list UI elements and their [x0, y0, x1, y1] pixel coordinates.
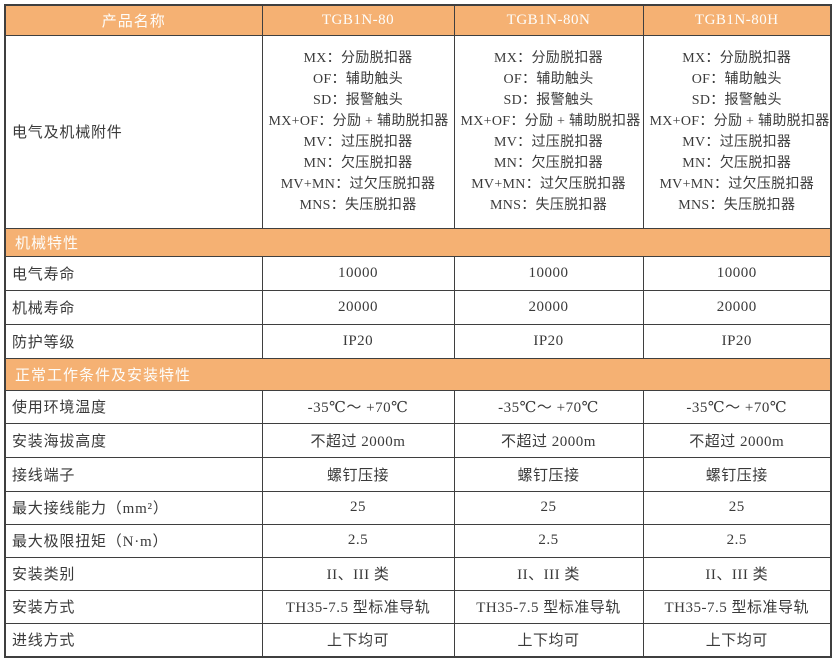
row-label: 安装海拔高度	[4, 422, 263, 458]
table-row: 最大极限扭矩（N·m） 2.5 2.5 2.5	[4, 523, 832, 558]
attachments-cell: MX：分励脱扣器 OF：辅助触头 SD：报警触头 MX+OF：分励 + 辅助脱扣…	[261, 34, 455, 229]
section-band-row: 正常工作条件及安装特性	[4, 357, 832, 391]
table-row: 接线端子 螺钉压接 螺钉压接 螺钉压接	[4, 456, 832, 492]
value-cell: 不超过 2000m	[453, 422, 644, 458]
row-label: 安装类别	[4, 556, 263, 591]
value-cell: TH35-7.5 型标准导轨	[261, 589, 455, 624]
attachment-line: MX+OF：分励 + 辅助脱扣器	[460, 113, 641, 129]
attachments-row: 电气及机械附件 MX：分励脱扣器 OF：辅助触头 SD：报警触头 MX+OF：分…	[4, 34, 832, 229]
attachment-line: SD：报警触头	[503, 92, 594, 108]
value-cell: 2.5	[261, 523, 455, 558]
table-row: 安装海拔高度 不超过 2000m 不超过 2000m 不超过 2000m	[4, 422, 832, 458]
attachment-line: OF：辅助触头	[503, 71, 594, 87]
table-row: 安装方式 TH35-7.5 型标准导轨 TH35-7.5 型标准导轨 TH35-…	[4, 589, 832, 624]
row-label: 最大接线能力（mm²）	[4, 490, 263, 525]
product-column-header: TGB1N-80N	[453, 4, 644, 36]
value-cell: -35℃～ +70℃	[261, 389, 455, 424]
value-cell: 10000	[642, 255, 832, 291]
value-cell: IP20	[642, 323, 832, 359]
value-cell: IP20	[453, 323, 644, 359]
value-cell: TH35-7.5 型标准导轨	[453, 589, 644, 624]
table-row: 防护等级 IP20 IP20 IP20	[4, 323, 832, 359]
attachment-line: OF：辅助触头	[691, 71, 782, 87]
attachment-line: MX+OF：分励 + 辅助脱扣器	[649, 113, 830, 129]
value-cell: 螺钉压接	[642, 456, 832, 492]
product-column-header: TGB1N-80H	[642, 4, 832, 36]
table-row: 电气寿命 10000 10000 10000	[4, 255, 832, 291]
section-title: 机械特性	[4, 227, 832, 257]
header-row: 产品名称 TGB1N-80 TGB1N-80N TGB1N-80H	[4, 4, 832, 36]
value-cell: 上下均可	[453, 622, 644, 658]
row-label: 安装方式	[4, 589, 263, 624]
attachment-line: MX：分励脱扣器	[494, 50, 603, 66]
attachment-line: SD：报警触头	[691, 92, 782, 108]
attachment-line: MX：分励脱扣器	[682, 50, 792, 66]
table-row: 进线方式 上下均可 上下均可 上下均可	[4, 622, 832, 658]
attachment-line: OF：辅助触头	[313, 71, 403, 87]
attachments-cell: MX：分励脱扣器 OF：辅助触头 SD：报警触头 MX+OF：分励 + 辅助脱扣…	[453, 34, 644, 229]
attachment-line: MV：过压脱扣器	[303, 134, 413, 150]
table-row: 安装类别 II、III 类 II、III 类 II、III 类	[4, 556, 832, 591]
value-cell: 不超过 2000m	[261, 422, 455, 458]
attachment-line: SD：报警触头	[313, 92, 403, 108]
attachment-line: MNS：失压脱扣器	[489, 197, 608, 213]
value-cell: 20000	[453, 289, 644, 325]
attachment-line: MX+OF：分励 + 辅助脱扣器	[268, 113, 449, 129]
row-label: 防护等级	[4, 323, 263, 359]
attachments-cell: MX：分励脱扣器 OF：辅助触头 SD：报警触头 MX+OF：分励 + 辅助脱扣…	[642, 34, 832, 229]
attachment-line: MN：欠压脱扣器	[682, 155, 792, 171]
row-label: 机械寿命	[4, 289, 263, 325]
value-cell: II、III 类	[453, 556, 644, 591]
product-column-header: TGB1N-80	[261, 4, 455, 36]
value-cell: 20000	[642, 289, 832, 325]
value-cell: 上下均可	[261, 622, 455, 658]
value-cell: 10000	[261, 255, 455, 291]
value-cell: 20000	[261, 289, 455, 325]
section-title: 正常工作条件及安装特性	[4, 357, 832, 391]
section-band-row: 机械特性	[4, 227, 832, 257]
value-cell: 螺钉压接	[453, 456, 644, 492]
attachment-line: MV+MN：过欠压脱扣器	[471, 176, 626, 192]
attachment-line: MNS：失压脱扣器	[299, 197, 417, 213]
attachment-line: MV：过压脱扣器	[682, 134, 792, 150]
value-cell: 25	[261, 490, 455, 525]
row-label: 电气寿命	[4, 255, 263, 291]
value-cell: II、III 类	[642, 556, 832, 591]
attachment-line: MN：欠压脱扣器	[303, 155, 413, 171]
row-label: 接线端子	[4, 456, 263, 492]
attachment-line: MNS：失压脱扣器	[678, 197, 796, 213]
attachment-line: MV+MN：过欠压脱扣器	[280, 176, 436, 192]
table-row: 机械寿命 20000 20000 20000	[4, 289, 832, 325]
row-label: 最大极限扭矩（N·m）	[4, 523, 263, 558]
row-label: 使用环境温度	[4, 389, 263, 424]
value-cell: 螺钉压接	[261, 456, 455, 492]
value-cell: II、III 类	[261, 556, 455, 591]
value-cell: 25	[642, 490, 832, 525]
value-cell: 上下均可	[642, 622, 832, 658]
value-cell: IP20	[261, 323, 455, 359]
attachments-label-cell: 电气及机械附件	[4, 34, 263, 229]
row-label: 进线方式	[4, 622, 263, 658]
value-cell: -35℃～ +70℃	[642, 389, 832, 424]
value-cell: 2.5	[642, 523, 832, 558]
attachment-line: MV+MN：过欠压脱扣器	[659, 176, 815, 192]
attachment-line: MN：欠压脱扣器	[494, 155, 603, 171]
value-cell: TH35-7.5 型标准导轨	[642, 589, 832, 624]
value-cell: 10000	[453, 255, 644, 291]
table-row: 最大接线能力（mm²） 25 25 25	[4, 490, 832, 525]
product-name-header: 产品名称	[4, 4, 263, 36]
value-cell: 2.5	[453, 523, 644, 558]
value-cell: 不超过 2000m	[642, 422, 832, 458]
product-spec-table: 产品名称 TGB1N-80 TGB1N-80N TGB1N-80H 电气及机械附…	[4, 4, 832, 658]
attachment-line: MX：分励脱扣器	[303, 50, 413, 66]
table-row: 使用环境温度 -35℃～ +70℃ -35℃～ +70℃ -35℃～ +70℃	[4, 389, 832, 424]
attachment-line: MV：过压脱扣器	[494, 134, 603, 150]
value-cell: 25	[453, 490, 644, 525]
value-cell: -35℃～ +70℃	[453, 389, 644, 424]
